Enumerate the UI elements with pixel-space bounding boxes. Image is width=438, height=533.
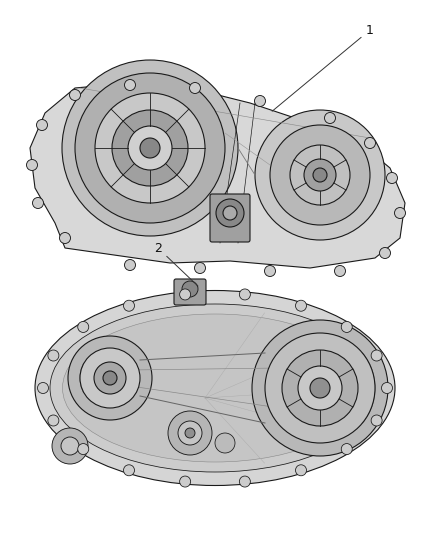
Circle shape: [124, 465, 134, 476]
Circle shape: [298, 366, 342, 410]
Circle shape: [341, 443, 352, 455]
Circle shape: [335, 265, 346, 277]
Circle shape: [124, 300, 134, 311]
Circle shape: [168, 411, 212, 455]
Circle shape: [296, 300, 307, 311]
Circle shape: [52, 428, 88, 464]
Circle shape: [371, 415, 382, 426]
Circle shape: [313, 168, 327, 182]
Circle shape: [78, 443, 89, 455]
Circle shape: [180, 289, 191, 300]
Circle shape: [75, 73, 225, 223]
Circle shape: [240, 476, 251, 487]
Circle shape: [185, 428, 195, 438]
Ellipse shape: [35, 290, 395, 486]
Circle shape: [128, 126, 172, 170]
Circle shape: [180, 476, 191, 487]
Text: 2: 2: [154, 241, 198, 286]
Circle shape: [310, 378, 330, 398]
FancyBboxPatch shape: [174, 279, 206, 305]
Circle shape: [124, 79, 135, 91]
Circle shape: [60, 232, 71, 244]
Ellipse shape: [50, 304, 380, 472]
Circle shape: [240, 289, 251, 300]
Circle shape: [62, 60, 238, 236]
Circle shape: [255, 110, 385, 240]
Circle shape: [94, 362, 126, 394]
Polygon shape: [30, 83, 405, 268]
Circle shape: [36, 119, 47, 131]
Circle shape: [265, 265, 276, 277]
Circle shape: [80, 348, 140, 408]
Ellipse shape: [63, 314, 367, 462]
Circle shape: [27, 159, 38, 171]
Circle shape: [103, 371, 117, 385]
Circle shape: [265, 333, 375, 443]
Circle shape: [95, 93, 205, 203]
Circle shape: [70, 90, 81, 101]
Circle shape: [48, 350, 59, 361]
Circle shape: [252, 320, 388, 456]
Circle shape: [38, 383, 49, 393]
FancyBboxPatch shape: [210, 194, 250, 242]
Circle shape: [341, 321, 352, 333]
Text: 1: 1: [272, 23, 374, 111]
Circle shape: [296, 465, 307, 476]
Circle shape: [364, 138, 375, 149]
Circle shape: [140, 138, 160, 158]
Circle shape: [371, 350, 382, 361]
Circle shape: [112, 110, 188, 186]
Circle shape: [194, 262, 205, 273]
Circle shape: [48, 415, 59, 426]
Circle shape: [254, 95, 265, 107]
Circle shape: [270, 125, 370, 225]
Circle shape: [178, 421, 202, 445]
Circle shape: [216, 199, 244, 227]
Circle shape: [78, 321, 89, 333]
Circle shape: [182, 281, 198, 297]
Circle shape: [395, 207, 406, 219]
Circle shape: [304, 159, 336, 191]
Circle shape: [68, 336, 152, 420]
Circle shape: [290, 145, 350, 205]
Circle shape: [223, 206, 237, 220]
Circle shape: [386, 173, 398, 183]
Circle shape: [381, 383, 392, 393]
Circle shape: [124, 260, 135, 271]
Circle shape: [282, 350, 358, 426]
Circle shape: [190, 83, 201, 93]
Circle shape: [215, 433, 235, 453]
Circle shape: [32, 198, 43, 208]
Circle shape: [325, 112, 336, 124]
Circle shape: [379, 247, 391, 259]
Circle shape: [61, 437, 79, 455]
